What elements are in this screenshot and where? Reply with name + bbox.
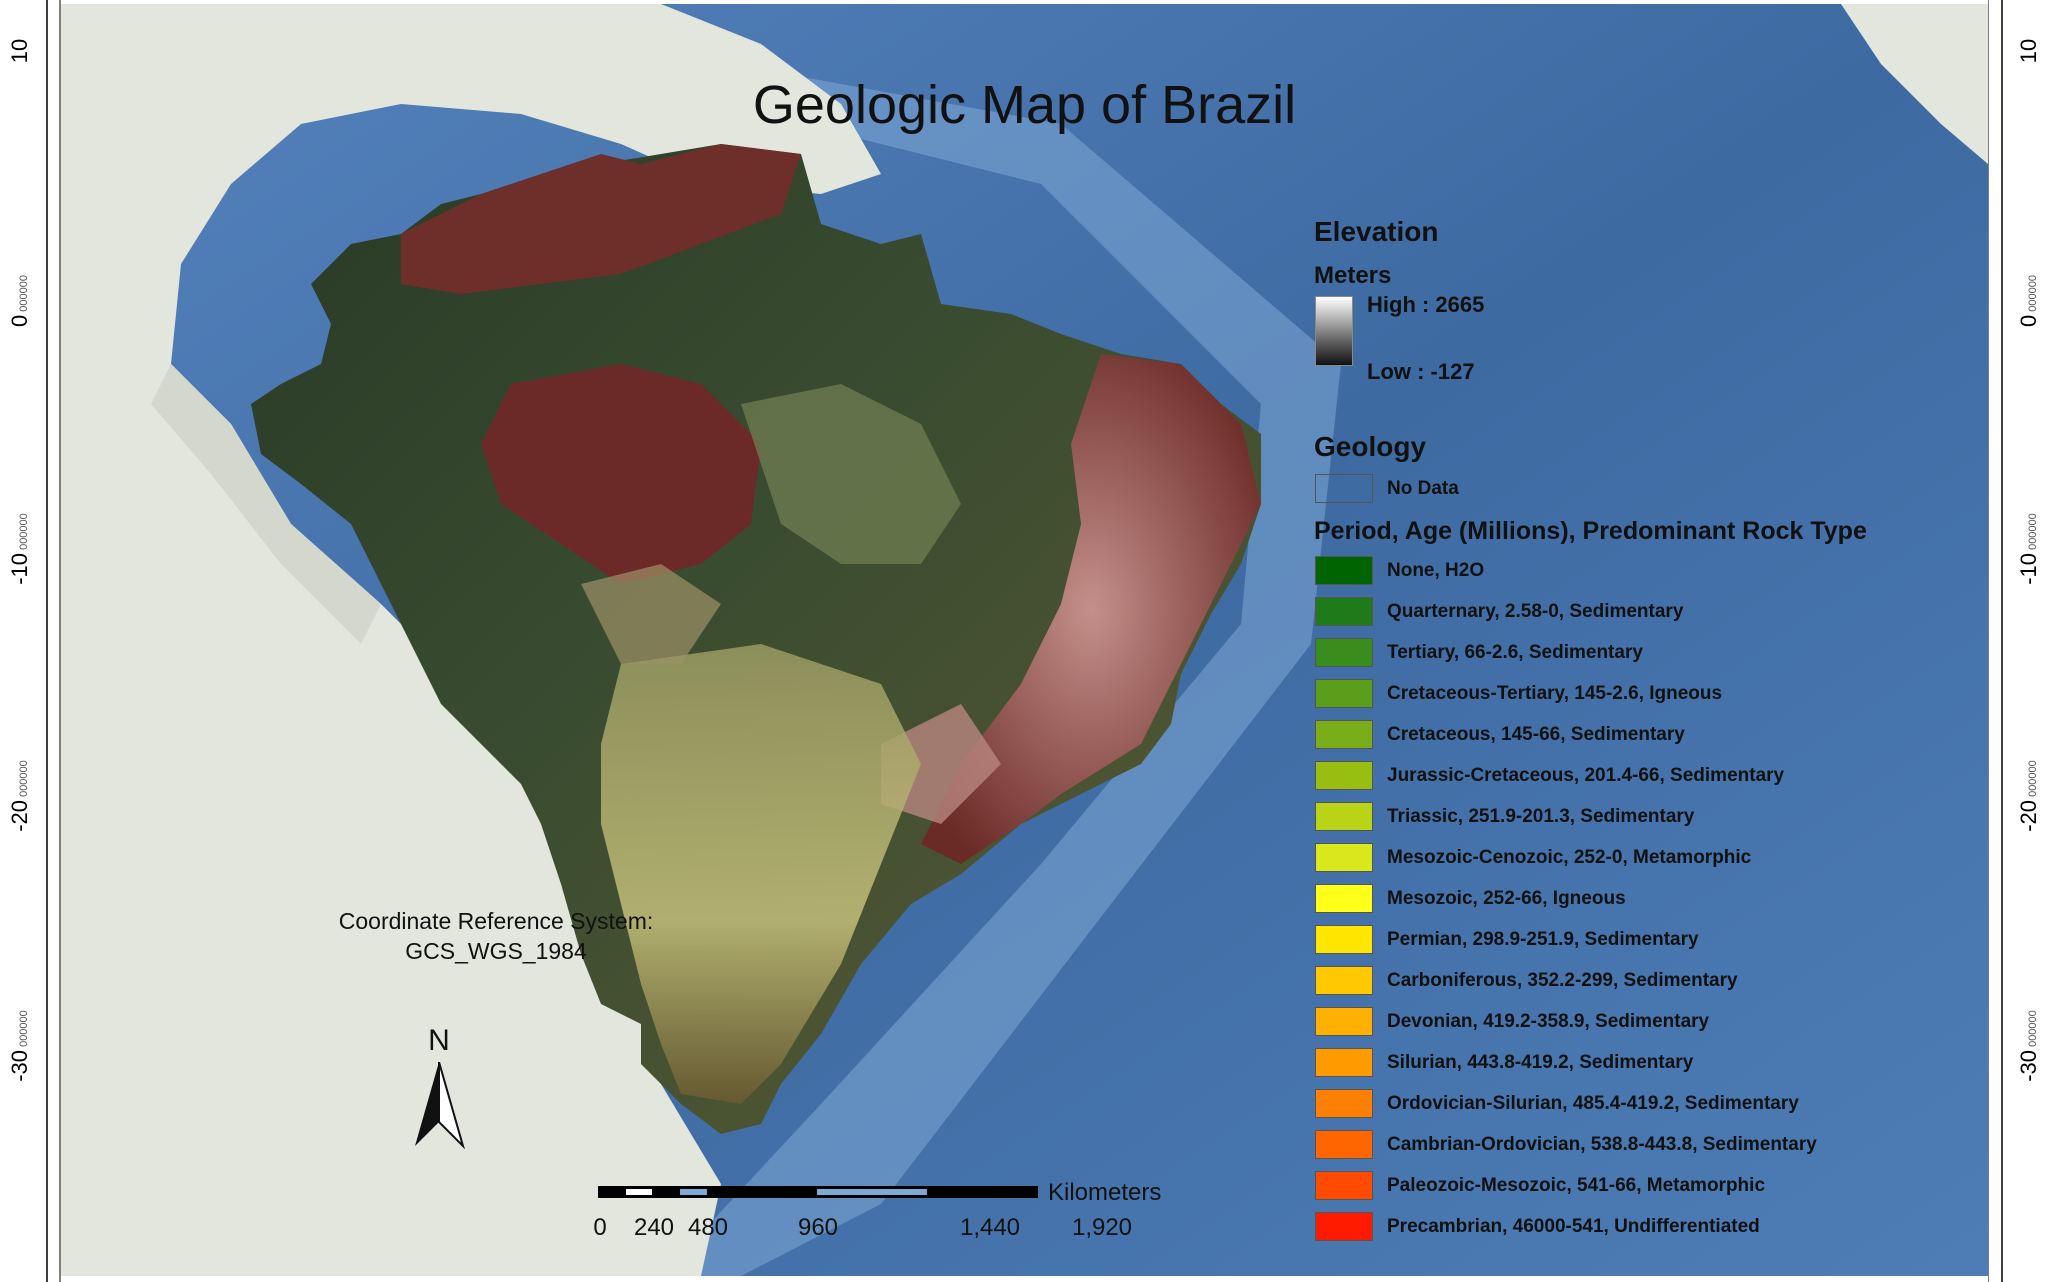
geology-legend-label: Jurassic-Cretaceous, 201.4-66, Sedimenta… [1387, 765, 1785, 786]
andes-relief [151, 364, 381, 644]
geology-swatch [1315, 761, 1373, 790]
latitude-tick-label: 10 [7, 38, 32, 64]
latitude-tick-label: 0 000000 [7, 275, 32, 328]
geology-swatch [1315, 1089, 1373, 1118]
africa-land [1841, 4, 1988, 164]
no-data-swatch [1315, 474, 1373, 503]
latitude-tick-label: -30 000000 [2016, 1010, 2041, 1082]
elevation-high-label: High : 2665 [1367, 292, 1485, 317]
left-axis-frame [46, 0, 61, 1282]
latitude-tick-label: -20 000000 [2016, 760, 2041, 832]
map-canvas[interactable]: Geologic Map of Brazil Elevation Meters … [61, 4, 1988, 1276]
geology-legend-label: Quarternary, 2.58-0, Sedimentary [1387, 601, 1684, 622]
geology-legend-label: Mesozoic-Cenozoic, 252-0, Metamorphic [1387, 847, 1752, 868]
geology-legend-label: Cretaceous-Tertiary, 145-2.6, Igneous [1387, 683, 1723, 704]
north-arrow: N [389, 1024, 489, 1150]
geology-swatch [1315, 1007, 1373, 1036]
geology-swatch [1315, 966, 1373, 995]
parana-basin [601, 644, 921, 1104]
latitude-tick-label: -10 000000 [2016, 513, 2041, 585]
geology-swatch [1315, 720, 1373, 749]
latitude-tick-label: 10 [2016, 38, 2041, 64]
scale-unit: Kilometers [1048, 1179, 1162, 1206]
scale-tick-label: 1,920 [1071, 1214, 1133, 1241]
geology-legend-heading: Geology [1314, 431, 1427, 462]
coordinate-reference-system: Coordinate Reference System: GCS_WGS_198… [311, 906, 681, 966]
geology-legend-label: Paleozoic-Mesozoic, 541-66, Metamorphic [1387, 1175, 1766, 1196]
latitude-tick-label: 0 000000 [2016, 275, 2041, 328]
continental-shelf [621, 44, 1341, 1276]
geology-legend-label: Triassic, 251.9-201.3, Sedimentary [1387, 806, 1695, 827]
latitude-tick-label: -30 000000 [7, 1010, 32, 1082]
geology-swatch [1315, 597, 1373, 626]
pantanal-region [581, 564, 721, 664]
elevation-legend-heading: Elevation [1314, 216, 1439, 247]
geology-legend-label: Devonian, 419.2-358.9, Sedimentary [1387, 1011, 1710, 1032]
right-axis-frame [1988, 0, 2003, 1282]
scale-tick-label: 1,440 [959, 1214, 1021, 1241]
geology-legend-label: Silurian, 443.8-419.2, Sedimentary [1387, 1052, 1694, 1073]
geology-swatch [1315, 1212, 1373, 1241]
north-label: N [428, 1024, 450, 1057]
geology-legend-label: Precambrian, 46000-541, Undifferentiated [1387, 1216, 1760, 1237]
south-america-land [61, 4, 881, 1276]
geology-swatch [1315, 1171, 1373, 1200]
north-arrow-icon [415, 1062, 466, 1150]
eastern-shield [921, 354, 1261, 864]
scale-tick-label: 240 [633, 1214, 675, 1241]
right-latitude-axis: 10 0 000000 -10 000000 -20 000000 -30 000000 [1988, 0, 2049, 1282]
latitude-tick-label: -20 000000 [7, 760, 32, 832]
no-data-label: No Data [1387, 478, 1459, 499]
geology-legend-label: Carboniferous, 352.2-299, Sedimentary [1387, 970, 1738, 991]
geology-swatch [1315, 925, 1373, 954]
geology-legend-label: Ordovician-Silurian, 485.4-419.2, Sedime… [1387, 1093, 1799, 1114]
geology-swatch [1315, 843, 1373, 872]
left-latitude-axis: 10 0 000000 -10 000000 -20 000000 -30 000000 [0, 0, 61, 1282]
geology-legend-label: None, H2O [1387, 560, 1485, 581]
southeastern-highlands [881, 704, 1001, 824]
geology-swatch [1315, 1048, 1373, 1077]
map-title: Geologic Map of Brazil [752, 75, 1297, 135]
geology-legend-label: Cretaceous, 145-66, Sedimentary [1387, 724, 1685, 745]
crs-line-2: GCS_WGS_1984 [405, 938, 587, 964]
elevation-low-label: Low : -127 [1367, 359, 1475, 384]
elevation-color-ramp [1315, 296, 1353, 366]
crs-line-1: Coordinate Reference System: [338, 908, 654, 934]
scale-bar-graphic [598, 1186, 1038, 1198]
scale-tick-label: 960 [797, 1214, 839, 1241]
elevation-units: Meters [1314, 262, 1392, 289]
geology-swatch [1315, 638, 1373, 667]
basemap [61, 4, 1988, 1276]
scale-tick-label: 480 [687, 1214, 729, 1241]
geology-legend-label: Mesozoic, 252-66, Igneous [1387, 888, 1626, 909]
scale-tick-label: 0 [593, 1214, 607, 1241]
geology-legend-label: Permian, 298.9-251.9, Sedimentary [1387, 929, 1699, 950]
sao-francisco-basin [741, 384, 961, 564]
geology-swatch [1315, 802, 1373, 831]
period-legend-heading: Period, Age (Millions), Predominant Rock… [1314, 517, 1867, 545]
geology-swatch [1315, 556, 1373, 585]
latitude-tick-label: -10 000000 [7, 513, 32, 585]
guiana-shield [401, 144, 801, 294]
brazil-country [251, 144, 1261, 1134]
geology-swatch [1315, 1130, 1373, 1159]
geology-legend-label: Tertiary, 66-2.6, Sedimentary [1387, 642, 1643, 663]
central-shield [481, 364, 761, 584]
geology-swatch [1315, 679, 1373, 708]
geology-legend-label: Cambrian-Ordovician, 538.8-443.8, Sedime… [1387, 1134, 1817, 1155]
geology-swatch [1315, 884, 1373, 913]
scale-bar: Kilometers 0 240 480 960 1,440 1,920 [593, 1179, 1161, 1254]
